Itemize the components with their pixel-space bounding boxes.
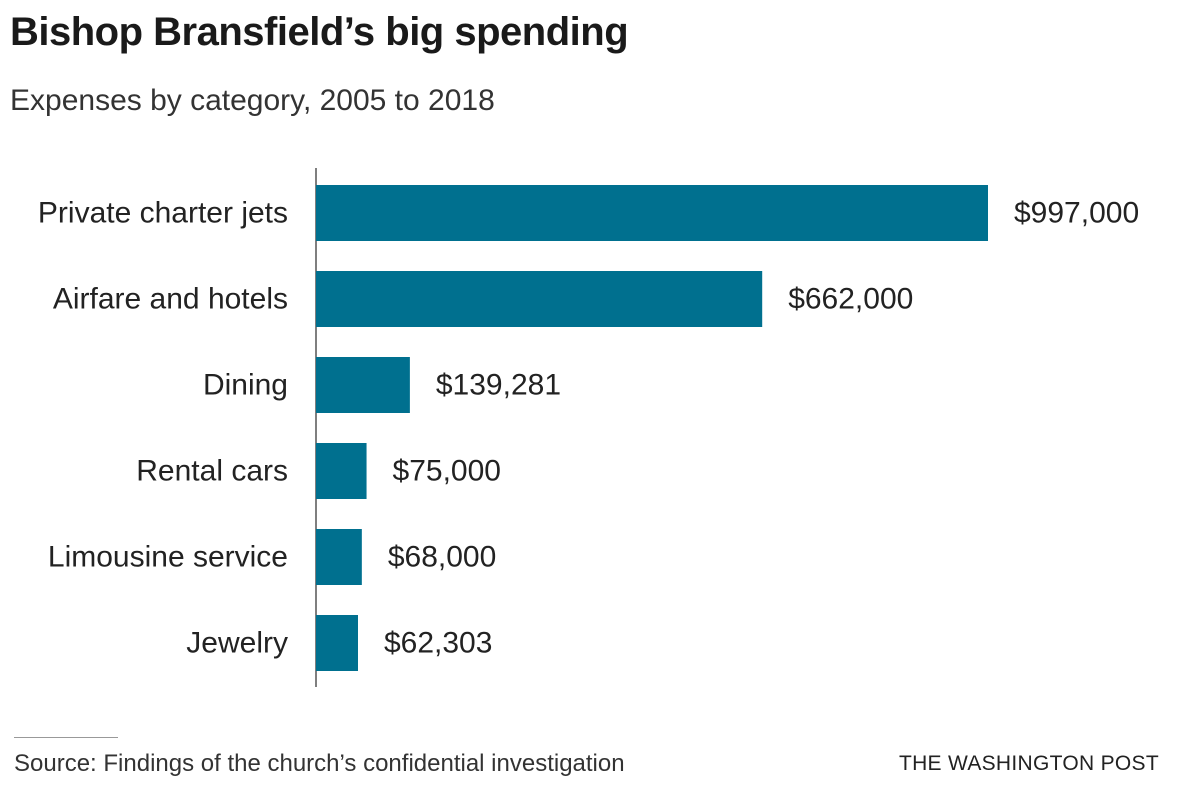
bar	[316, 615, 358, 671]
value-label: $62,303	[384, 627, 492, 660]
category-label: Jewelry	[186, 627, 288, 660]
category-label: Private charter jets	[38, 197, 288, 230]
footer-divider	[14, 737, 118, 738]
bar	[316, 529, 362, 585]
value-label: $997,000	[1014, 197, 1139, 230]
bar	[316, 443, 367, 499]
category-label: Airfare and hotels	[53, 283, 288, 316]
bar-chart: Private charter jets $997,000 Airfare and …	[38, 168, 1139, 687]
value-label: $139,281	[436, 369, 561, 402]
category-label: Limousine service	[48, 541, 288, 574]
bar	[316, 271, 763, 327]
category-label: Rental cars	[136, 455, 288, 488]
chart-subtitle: Expenses by category, 2005 to 2018	[10, 84, 495, 117]
value-label: $662,000	[788, 283, 913, 316]
value-label: $75,000	[393, 455, 501, 488]
category-label: Dining	[203, 369, 288, 402]
bar	[316, 357, 410, 413]
value-label: $68,000	[388, 541, 496, 574]
bar	[316, 185, 988, 241]
publisher-credit: THE WASHINGTON POST	[898, 752, 1159, 775]
source-note: Source: Findings of the church’s confide…	[14, 750, 625, 777]
chart-title: Bishop Bransfield’s big spending	[10, 10, 629, 54]
